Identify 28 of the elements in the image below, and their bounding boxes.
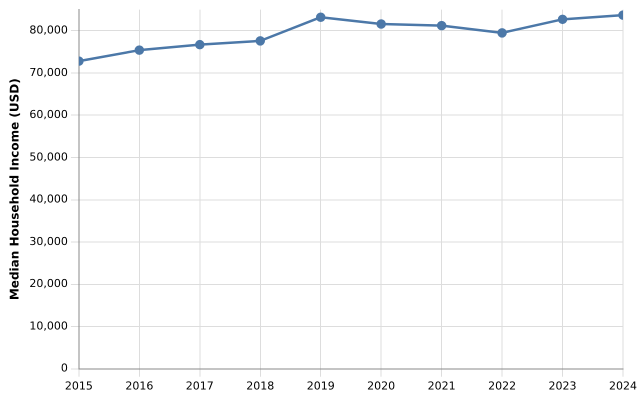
x-tick-label: 2015	[64, 379, 93, 392]
x-tick-label: 2018	[246, 379, 274, 392]
point	[195, 40, 205, 50]
y-tick-label: 80,000	[29, 24, 68, 37]
y-tick-label: 0	[60, 362, 68, 375]
y-tick-label: 50,000	[29, 150, 68, 164]
point	[558, 14, 568, 24]
y-axis-title: Median Household Income (USD)	[7, 78, 22, 300]
point	[256, 36, 266, 46]
point	[376, 19, 386, 29]
x-tick-label: 2020	[367, 379, 396, 392]
x-tick-label: 2022	[488, 379, 516, 392]
y-tick-label: 70,000	[29, 66, 68, 79]
y-tick-label: 10,000	[29, 319, 68, 332]
point	[316, 12, 326, 22]
x-tick-label: 2017	[186, 379, 214, 392]
x-tick-label: 2023	[548, 379, 577, 392]
point	[436, 20, 446, 30]
y-tick-label: 40,000	[29, 192, 68, 206]
x-tick-label: 2024	[609, 379, 638, 392]
x-tick-label: 2021	[428, 379, 456, 392]
point	[497, 28, 507, 38]
point	[134, 45, 144, 55]
x-tick-label: 2016	[125, 379, 154, 392]
y-tick-label: 30,000	[29, 234, 68, 248]
y-tick-label: 60,000	[29, 108, 68, 122]
y-tick-label: 20,000	[29, 277, 68, 290]
x-tick-label: 2019	[306, 379, 335, 392]
